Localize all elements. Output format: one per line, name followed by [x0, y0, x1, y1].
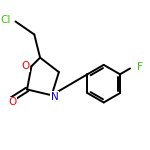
Text: F: F — [137, 62, 143, 72]
Text: O: O — [9, 98, 17, 108]
Text: N: N — [51, 92, 58, 102]
Text: O: O — [21, 61, 30, 71]
Text: Cl: Cl — [1, 15, 11, 25]
